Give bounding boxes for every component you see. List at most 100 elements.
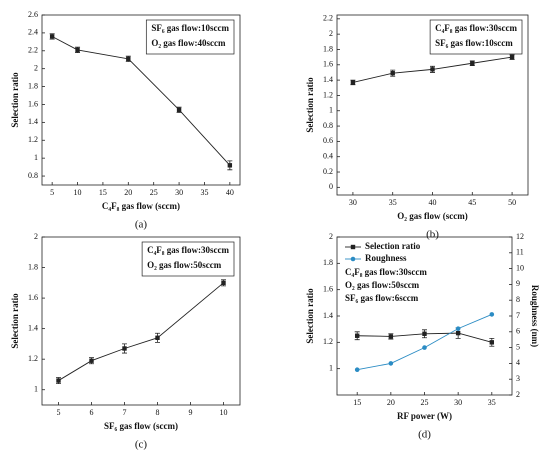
y-tick-label: 1 xyxy=(34,385,38,394)
y-tick-label: 1.8 xyxy=(28,262,38,271)
annotation: O₂ gas flow:50sccm xyxy=(147,260,222,270)
x-tick-label: 5 xyxy=(57,408,61,417)
annotation: SF₆ gas flow:6sccm xyxy=(345,293,419,303)
x-tick-label: 40 xyxy=(226,188,234,197)
marker xyxy=(350,80,356,85)
y-tick-label: 1.4 xyxy=(323,311,333,320)
x-tick-label: 10 xyxy=(74,188,82,197)
annotation: C₄F₈ gas flow:30sccm xyxy=(435,23,517,33)
y-tick-label: 1 xyxy=(329,363,333,372)
y-tick-label: 1 xyxy=(329,106,333,115)
x-tick-label: 5 xyxy=(50,188,54,197)
marker xyxy=(390,71,395,76)
y-axis-label: Selection ratio xyxy=(305,288,315,344)
y2-tick-label: 6 xyxy=(516,327,520,336)
annotation-frame xyxy=(141,241,235,277)
annotation-frame xyxy=(429,19,523,55)
y-tick-label: 2.2 xyxy=(323,14,333,23)
marker xyxy=(155,335,160,340)
x-axis-label: O₂ gas flow (sccm) xyxy=(397,211,467,221)
plot-frame xyxy=(41,236,241,406)
annotation: C₄F₈ gas flow:30sccm xyxy=(345,267,427,277)
marker xyxy=(489,312,495,317)
y-tick-label: 0.8 xyxy=(28,171,38,180)
caption: (d) xyxy=(418,429,431,441)
marker xyxy=(227,163,233,168)
y-tick-label: 2 xyxy=(329,29,333,38)
y-tick-label: 1.6 xyxy=(323,60,333,69)
x-tick-label: 35 xyxy=(389,198,397,207)
y-tick-label: 1.8 xyxy=(323,44,333,53)
x-axis-label: SF₆ gas flow (sccm) xyxy=(104,421,178,431)
y2-tick-label: 12 xyxy=(516,232,524,241)
marker xyxy=(470,61,475,66)
x-tick-label: 30 xyxy=(454,398,462,407)
legend-marker xyxy=(350,256,356,262)
y2-tick-label: 10 xyxy=(516,263,524,272)
y-tick-label: 1.6 xyxy=(28,293,38,302)
y-tick-label: 2.2 xyxy=(28,46,38,55)
x-tick-label: 20 xyxy=(387,398,395,407)
legend-marker xyxy=(350,244,356,250)
y-tick-label: 2.6 xyxy=(28,10,38,19)
marker xyxy=(509,54,515,60)
annotation: O₂ gas flow:50sccm xyxy=(345,280,420,290)
y-tick-label: 1.2 xyxy=(28,354,38,363)
x-tick-label: 25 xyxy=(421,398,429,407)
x-tick-label: 40 xyxy=(429,198,437,207)
marker xyxy=(489,340,495,345)
x-tick-label: 45 xyxy=(468,198,476,207)
marker xyxy=(430,67,435,72)
x-tick-label: 6 xyxy=(90,408,94,417)
y2-tick-label: 8 xyxy=(516,295,520,304)
x-tick-label: 30 xyxy=(175,188,183,197)
y-tick-label: 2 xyxy=(329,232,333,241)
annotation-box: SF₆ gas flow:10sccm O₂ gas flow:40sccm xyxy=(145,19,235,55)
y-tick-label: 0.8 xyxy=(323,121,333,130)
y-tick-label: 1 xyxy=(34,153,38,162)
x-tick-label: 10 xyxy=(220,408,228,417)
series-line xyxy=(58,282,224,381)
annotation: SF₆ gas flow:10sccm xyxy=(435,38,513,48)
y-tick-label: 2.4 xyxy=(28,28,38,37)
marker xyxy=(455,326,461,331)
x-tick-label: 9 xyxy=(189,408,193,417)
marker xyxy=(122,346,127,351)
caption: (b) xyxy=(426,229,439,241)
marker xyxy=(422,345,427,350)
y-tick-label: 0 xyxy=(329,182,333,191)
x-tick-label: 35 xyxy=(488,398,496,407)
marker xyxy=(49,34,55,39)
y-tick-label: 1.4 xyxy=(323,75,333,84)
y2-tick-label: 7 xyxy=(516,311,520,320)
plot-frame xyxy=(41,14,241,186)
marker xyxy=(126,56,131,62)
x-tick-label: 15 xyxy=(353,398,361,407)
marker xyxy=(354,367,360,373)
y-axis-label: Selection ratio xyxy=(10,293,20,349)
y2-tick-label: 4 xyxy=(516,358,520,367)
marker xyxy=(221,280,226,286)
y-tick-label: 1.2 xyxy=(323,337,333,346)
annotation-frame xyxy=(145,19,235,55)
marker xyxy=(388,361,394,366)
annotation: SF₆ gas flow:10sccm xyxy=(151,23,229,33)
x-tick-label: 35 xyxy=(200,188,208,197)
x-tick-label: 7 xyxy=(123,408,127,417)
y-tick-label: 1.4 xyxy=(28,117,38,126)
x-axis-label: RF power (W) xyxy=(397,411,452,421)
y-tick-label: 1.2 xyxy=(28,135,38,144)
y-tick-label: 1.4 xyxy=(28,323,38,332)
annotation: O₂ gas flow:40sccm xyxy=(151,38,226,48)
x-tick-label: 15 xyxy=(99,188,107,197)
legend-label: Roughness xyxy=(365,253,407,263)
x-tick-label: 20 xyxy=(124,188,132,197)
caption: (a) xyxy=(135,219,148,231)
y-tick-label: 2 xyxy=(34,232,38,241)
y-tick-label: 0.2 xyxy=(323,167,333,176)
y-tick-label: 1.2 xyxy=(323,90,333,99)
caption: (c) xyxy=(135,439,148,451)
x-tick-label: 50 xyxy=(508,198,516,207)
annotation: C₄F₈ gas flow:30sccm xyxy=(147,245,229,255)
